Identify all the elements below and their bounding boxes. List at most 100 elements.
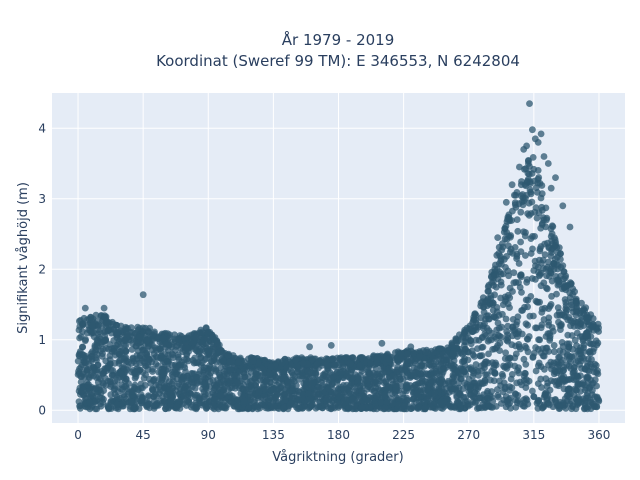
data-point bbox=[403, 350, 411, 358]
data-point bbox=[304, 368, 312, 375]
data-point bbox=[562, 404, 570, 412]
data-point bbox=[392, 381, 399, 388]
data-point bbox=[101, 327, 109, 335]
data-point bbox=[507, 404, 514, 412]
data-point bbox=[485, 350, 492, 358]
data-point bbox=[491, 333, 499, 341]
data-point bbox=[210, 357, 218, 364]
data-point bbox=[464, 401, 472, 408]
data-point bbox=[272, 394, 280, 401]
data-point bbox=[538, 203, 546, 211]
data-point bbox=[409, 402, 416, 410]
data-point bbox=[220, 386, 228, 393]
data-point bbox=[571, 336, 579, 344]
data-point bbox=[123, 366, 131, 373]
data-point bbox=[367, 360, 374, 368]
data-point bbox=[529, 387, 536, 395]
data-point bbox=[240, 397, 248, 405]
data-point bbox=[479, 298, 486, 306]
data-point bbox=[492, 359, 499, 367]
data-point bbox=[467, 340, 475, 348]
data-point bbox=[537, 375, 545, 383]
data-point bbox=[247, 385, 255, 393]
data-point bbox=[381, 404, 389, 412]
data-point bbox=[185, 357, 192, 365]
data-point bbox=[410, 350, 418, 357]
data-point bbox=[317, 398, 324, 406]
data-point bbox=[512, 204, 520, 211]
data-point bbox=[255, 388, 263, 396]
data-point bbox=[567, 375, 575, 383]
data-point bbox=[502, 349, 509, 357]
data-point bbox=[205, 347, 213, 355]
data-point bbox=[399, 391, 407, 398]
data-point bbox=[131, 374, 139, 382]
data-point bbox=[526, 100, 533, 107]
data-point bbox=[168, 350, 176, 358]
data-point bbox=[377, 398, 385, 406]
data-point bbox=[96, 334, 103, 341]
x-tick-labels: 0 45 90 135 180 225 270 315 360 bbox=[74, 428, 610, 442]
data-point bbox=[102, 336, 110, 343]
data-point bbox=[402, 381, 410, 389]
data-point bbox=[416, 379, 424, 387]
data-point bbox=[476, 394, 483, 402]
data-point bbox=[451, 385, 458, 392]
data-point bbox=[128, 387, 136, 395]
data-point bbox=[196, 399, 204, 407]
data-point bbox=[223, 372, 231, 380]
data-point bbox=[550, 342, 558, 349]
data-point bbox=[77, 402, 84, 409]
data-point bbox=[355, 393, 363, 401]
data-point bbox=[76, 334, 83, 342]
data-point bbox=[244, 373, 252, 380]
data-point bbox=[416, 403, 424, 411]
data-point bbox=[494, 392, 502, 399]
data-point bbox=[469, 398, 477, 406]
data-point bbox=[342, 354, 349, 361]
data-point bbox=[546, 334, 554, 342]
data-point bbox=[469, 328, 476, 336]
data-point bbox=[521, 369, 529, 377]
data-point bbox=[183, 344, 191, 352]
data-point bbox=[526, 312, 534, 320]
data-point bbox=[567, 279, 574, 287]
data-point bbox=[395, 401, 402, 409]
data-point bbox=[491, 265, 499, 273]
data-point bbox=[470, 313, 478, 321]
data-point bbox=[197, 326, 205, 334]
data-point bbox=[463, 381, 471, 388]
data-point bbox=[93, 350, 101, 358]
data-point bbox=[560, 311, 567, 319]
data-point bbox=[522, 395, 530, 403]
data-point bbox=[317, 356, 325, 364]
data-point bbox=[520, 355, 528, 363]
chart-title-line1: År 1979 - 2019 bbox=[282, 30, 395, 49]
data-point bbox=[536, 272, 543, 280]
data-point bbox=[84, 365, 91, 373]
data-point bbox=[385, 355, 393, 363]
data-point bbox=[183, 334, 191, 341]
data-point bbox=[397, 349, 405, 357]
data-point bbox=[150, 376, 158, 384]
data-point bbox=[595, 324, 602, 332]
data-point bbox=[506, 354, 514, 362]
data-point bbox=[288, 394, 296, 402]
data-point bbox=[519, 402, 527, 410]
data-point bbox=[512, 396, 519, 404]
data-point bbox=[306, 395, 314, 403]
data-point bbox=[193, 391, 201, 399]
data-point bbox=[553, 244, 561, 252]
data-point bbox=[115, 359, 123, 367]
data-point bbox=[586, 385, 593, 392]
data-point bbox=[525, 333, 533, 340]
data-point bbox=[136, 359, 144, 367]
data-point bbox=[327, 342, 335, 349]
data-point bbox=[423, 396, 431, 403]
data-point bbox=[522, 165, 530, 173]
data-point bbox=[430, 349, 437, 356]
data-point bbox=[501, 255, 508, 263]
data-point bbox=[498, 370, 506, 378]
data-point bbox=[378, 339, 386, 347]
y-tick-label: 1 bbox=[38, 333, 46, 347]
